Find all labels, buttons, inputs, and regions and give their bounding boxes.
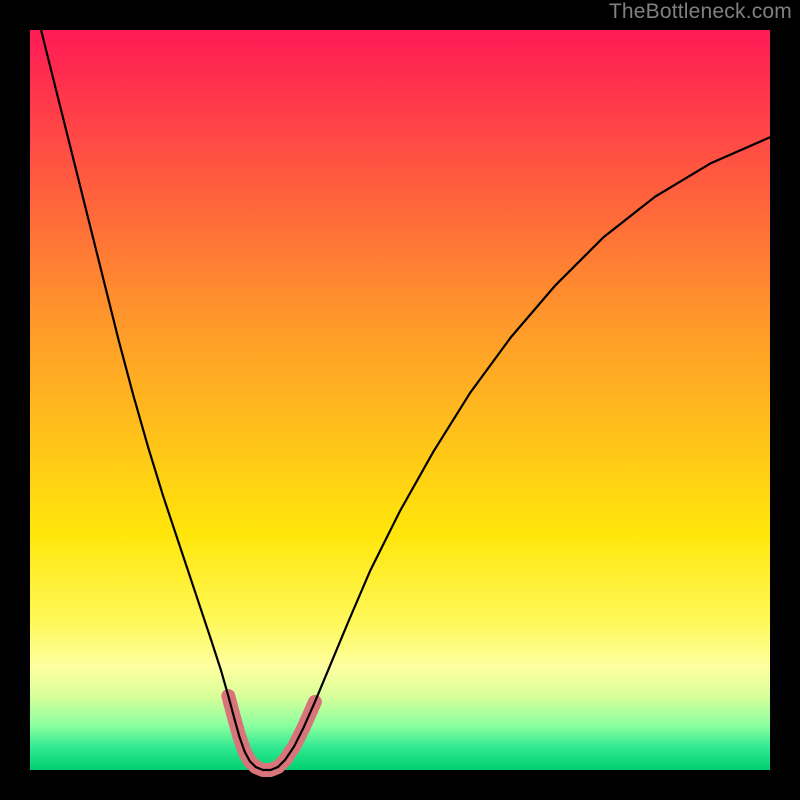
bottleneck-chart [0,0,800,800]
watermark-label: TheBottleneck.com [609,0,792,24]
gradient-background [30,30,770,770]
